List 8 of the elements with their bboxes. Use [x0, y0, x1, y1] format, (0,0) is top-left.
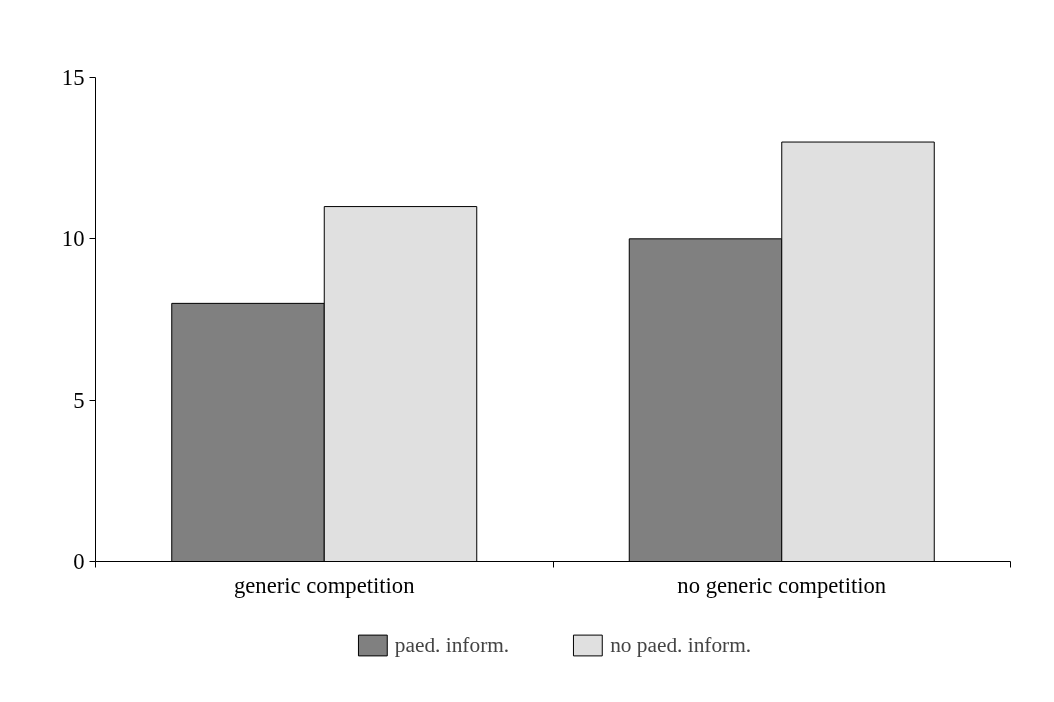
- x-tick-label: no generic competition: [677, 572, 887, 598]
- legend-label: no paed. inform.: [610, 632, 752, 658]
- y-tick-label: 0: [73, 549, 85, 574]
- x-tick-label: generic competition: [233, 572, 415, 598]
- y-tick-label: 10: [61, 226, 85, 252]
- y-tick-label: 5: [73, 387, 85, 413]
- y-tick-label: 15: [61, 65, 85, 90]
- legend-label: paed. inform.: [394, 632, 510, 658]
